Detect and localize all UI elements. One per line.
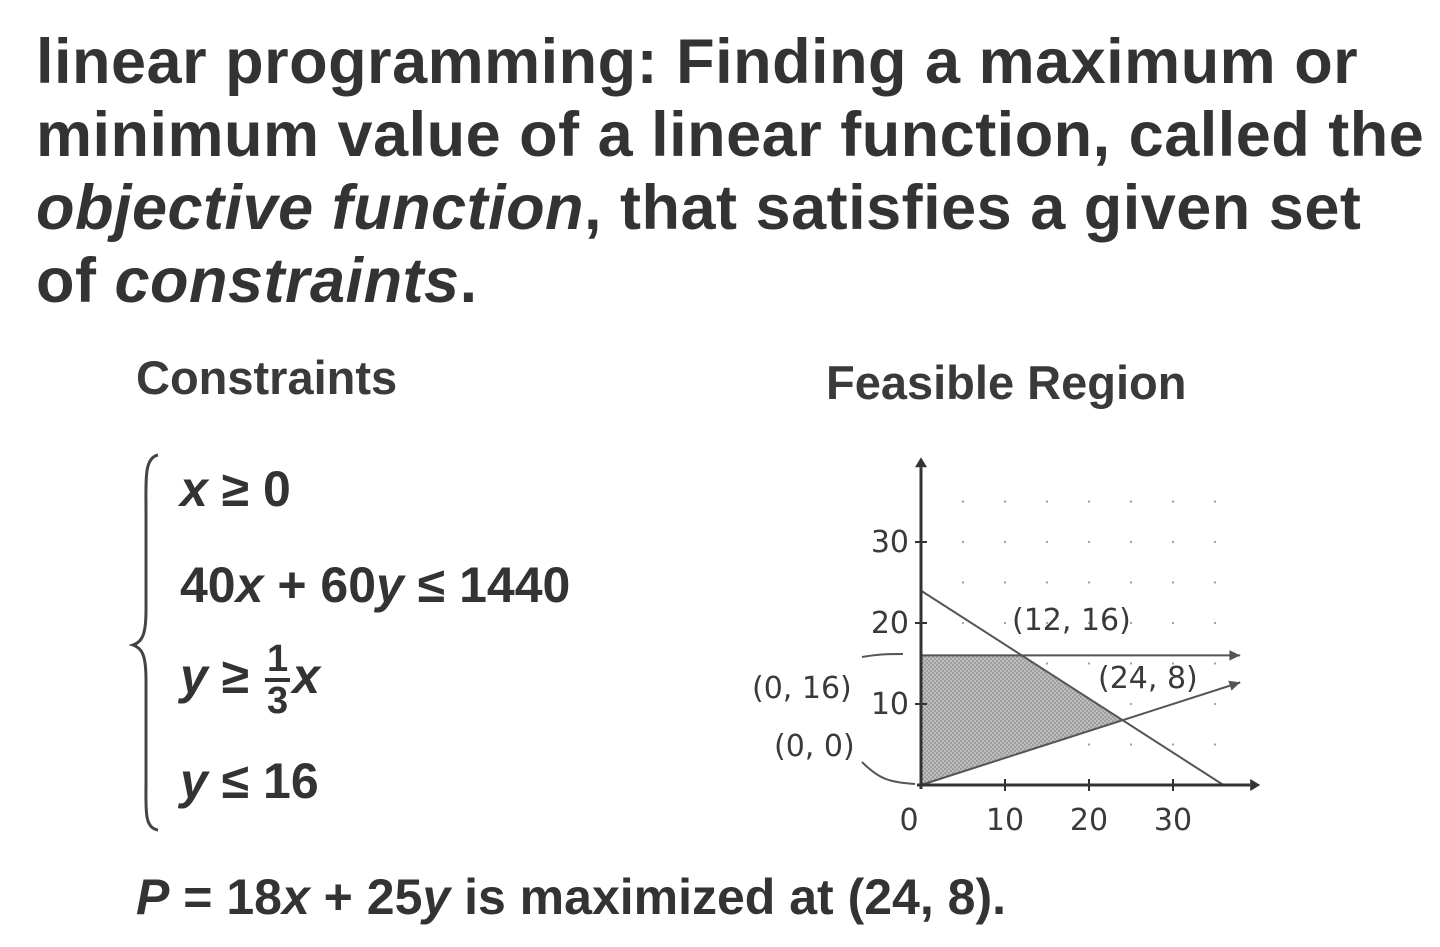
grid-dot xyxy=(1171,540,1175,544)
grid-dot xyxy=(1129,581,1133,584)
var-x: x xyxy=(292,648,320,705)
grid-dot xyxy=(1129,500,1133,503)
coef-a: 40 xyxy=(180,557,236,613)
x-tick-label-30: 30 xyxy=(1154,803,1192,838)
grid-dot xyxy=(1003,621,1007,625)
grid-dot xyxy=(1129,743,1133,746)
y-axis-arrow xyxy=(915,457,927,468)
grid-dot xyxy=(1213,702,1217,706)
vertex-label-24-8: (24, 8) xyxy=(1098,661,1198,696)
constraint-y-max: y ≤ 16 xyxy=(180,752,319,810)
var-y: y xyxy=(422,869,451,925)
grid-dot xyxy=(1171,500,1175,503)
vertex-label-0-0: (0, 0) xyxy=(774,729,855,764)
y-tick-label-10: 10 xyxy=(871,687,909,722)
grid-dot xyxy=(1213,581,1217,584)
constraint-x-nonneg: x ≥ 0 xyxy=(180,460,291,518)
grid-dot xyxy=(961,500,965,503)
grid-dot xyxy=(1087,581,1091,584)
conclusion-rest: is maximized at (24, 8). xyxy=(450,869,1006,925)
grid-dot xyxy=(1003,540,1007,544)
grid-dot xyxy=(961,621,965,625)
constraint-rel: ≥ xyxy=(207,648,264,705)
feasible-region-heading: Feasible Region xyxy=(826,356,1187,409)
grid-dot xyxy=(1087,743,1091,746)
grid-dot xyxy=(1087,662,1091,665)
line-arrow-1 xyxy=(1229,650,1241,661)
callout-0-0 xyxy=(861,761,916,785)
constraints-heading: Constraints xyxy=(136,351,398,404)
conclusion-plus: + 25 xyxy=(309,869,423,925)
grid-dot xyxy=(1045,581,1049,584)
feasible-region-graph: 0 10 20 30 10 20 30 (12, 16) (24, 8) (0, 16) (… xyxy=(752,457,1261,838)
vertex-label-0-16: (0, 16) xyxy=(752,671,852,706)
x-tick-label-10: 10 xyxy=(986,803,1024,838)
grid-dot xyxy=(1213,621,1217,625)
vertex-label-12-16: (12, 16) xyxy=(1012,603,1131,638)
grid-dot xyxy=(961,581,965,584)
grid-dot xyxy=(1087,540,1091,544)
grid-dot xyxy=(1171,662,1175,665)
var-y: y xyxy=(180,648,208,705)
grid-dot xyxy=(1129,702,1133,706)
grid-dot xyxy=(1213,500,1217,503)
var-x: x xyxy=(281,869,310,925)
grid-dot xyxy=(1171,743,1175,746)
y-tick-label-30: 30 xyxy=(871,525,909,560)
grid-dot xyxy=(1129,540,1133,544)
grid-dot xyxy=(961,540,965,544)
callout-0-16 xyxy=(861,653,904,658)
grid-dot xyxy=(1213,540,1217,544)
grid-dot xyxy=(1087,621,1091,625)
var-y: y xyxy=(180,753,208,809)
definition-text-1: Finding a maximum or minimum value of a … xyxy=(36,27,1425,170)
x-axis-arrow xyxy=(1250,779,1261,791)
grid-dot xyxy=(1045,540,1049,544)
grid-dot xyxy=(1087,500,1091,503)
grid-dot xyxy=(1045,621,1049,625)
constraint-rel: ≤ 16 xyxy=(207,753,319,809)
grid-dot xyxy=(1045,500,1049,503)
conclusion-eq: = 18 xyxy=(169,869,282,925)
x-tick-label-0: 0 xyxy=(899,803,918,838)
constraint-rel: ≤ 1440 xyxy=(403,557,571,613)
grid-dot xyxy=(1129,662,1133,665)
definition-end: . xyxy=(459,246,478,316)
grid-dot xyxy=(1003,581,1007,584)
grid-dot xyxy=(1213,743,1217,746)
y-tick-label-20: 20 xyxy=(871,606,909,641)
grid-dot xyxy=(1045,662,1049,665)
coef-b: + 60 xyxy=(263,557,377,613)
grid-dot xyxy=(1171,621,1175,625)
grid-dot xyxy=(1003,500,1007,503)
var-p: P xyxy=(136,869,170,925)
var-x: x xyxy=(180,461,208,517)
definition-text-2: , that satisfies a given set of xyxy=(36,173,1362,316)
constraint-rel: ≥ 0 xyxy=(207,461,291,517)
objective-function-term: objective function xyxy=(36,173,585,243)
var-y: y xyxy=(376,557,404,613)
var-x: x xyxy=(235,557,264,613)
grid-dot xyxy=(1171,581,1175,584)
definition-term: linear programming: xyxy=(36,27,659,97)
conclusion-statement: P = 18x + 25y is maximized at (24, 8). xyxy=(136,868,1006,926)
grid-dot xyxy=(1129,621,1133,625)
line-arrow-2 xyxy=(1228,680,1241,691)
definition-paragraph: linear programming: Finding a maximum or… xyxy=(36,26,1426,318)
constraint-line-2 xyxy=(920,681,1241,786)
feasible-region xyxy=(920,654,1124,786)
fraction-numerator: 1 xyxy=(265,638,291,682)
left-brace xyxy=(128,453,159,832)
grid-dot xyxy=(1213,662,1217,665)
x-tick-label-20: 20 xyxy=(1070,803,1108,838)
constraint-budget: 40x + 60y ≤ 1440 xyxy=(180,556,570,614)
fraction-denominator: 3 xyxy=(267,680,289,722)
constraint-line-0 xyxy=(920,589,1224,786)
constraints-term: constraints xyxy=(114,246,460,316)
